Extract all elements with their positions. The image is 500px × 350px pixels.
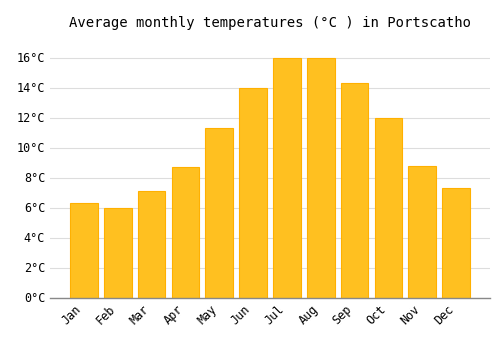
Bar [273, 57, 301, 298]
Bar [239, 88, 267, 298]
Bar [206, 128, 233, 298]
Bar [442, 188, 470, 298]
Bar [374, 118, 402, 298]
Bar [70, 203, 98, 298]
Bar [138, 191, 166, 298]
Bar [172, 167, 200, 298]
Title: Average monthly temperatures (°C ) in Portscatho: Average monthly temperatures (°C ) in Po… [69, 16, 471, 30]
Bar [408, 166, 436, 298]
Bar [340, 83, 368, 298]
Bar [104, 208, 132, 298]
Bar [307, 57, 334, 298]
